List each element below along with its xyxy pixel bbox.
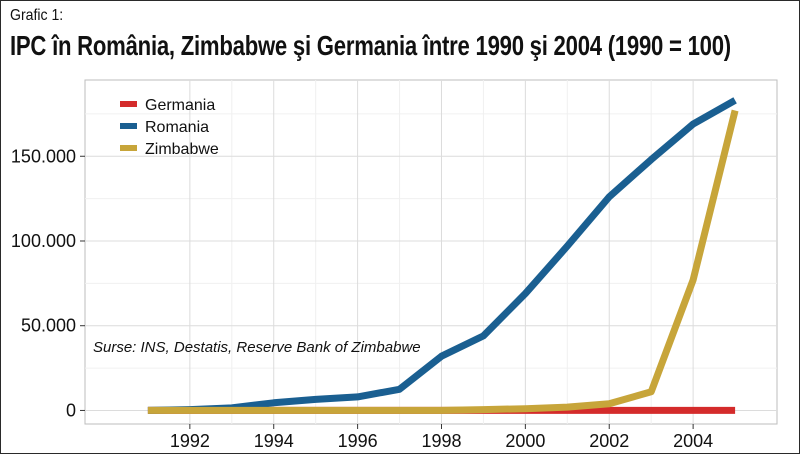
x-tick-label: 1996 <box>338 431 378 451</box>
x-tick-label: 1998 <box>421 431 461 451</box>
x-tick-label: 2000 <box>505 431 545 451</box>
series-line-zimbabwe <box>147 109 739 414</box>
y-tick-label: 150.000 <box>11 146 76 166</box>
y-tick-label: 50.000 <box>21 316 76 336</box>
series-lines <box>147 97 739 414</box>
y-tick-label: 100.000 <box>11 231 76 251</box>
x-tick-label: 1994 <box>254 431 294 451</box>
x-tick-label: 2004 <box>673 431 713 451</box>
legend: Germania Romania Zimbabwe <box>120 97 219 158</box>
chart-title: IPC în România, Zimbabwe şi Germania înt… <box>10 30 731 61</box>
legend-label-zimbabwe: Zimbabwe <box>145 141 219 158</box>
legend-label-germania: Germania <box>145 97 215 114</box>
source-note: Surse: INS, Destatis, Reserve Bank of Zi… <box>93 339 421 356</box>
y-axis: 0 50.000 100.000 150.000 <box>11 146 85 420</box>
chart-number-label: Grafic 1: <box>10 7 64 24</box>
x-axis: 1992 1994 1996 1998 2000 2002 2004 <box>170 424 713 451</box>
legend-label-romania: Romania <box>145 119 209 136</box>
y-tick-label: 0 <box>66 400 76 420</box>
x-tick-label: 2002 <box>589 431 629 451</box>
x-tick-label: 1992 <box>170 431 210 451</box>
series-line-romania <box>147 97 737 414</box>
